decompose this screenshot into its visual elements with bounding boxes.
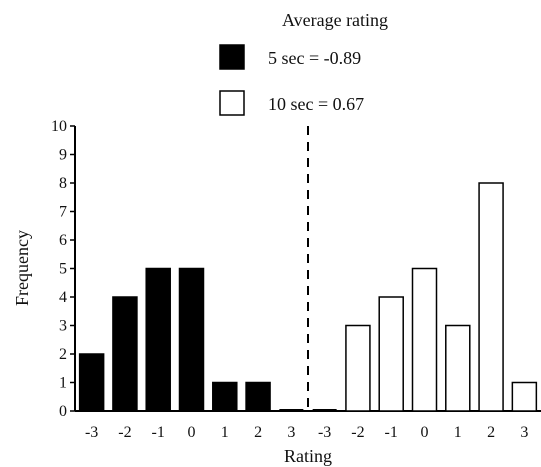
bar-5sec (178, 267, 205, 412)
x-tick-label: 3 (520, 424, 528, 441)
x-tick-label: 2 (487, 424, 495, 441)
legend-swatch-5sec (219, 44, 245, 70)
y-tick-label: 7 (59, 204, 67, 221)
bar-5sec (112, 296, 138, 412)
x-tick-label: -3 (318, 424, 331, 441)
bars (78, 182, 538, 412)
legend-swatch-10sec (219, 90, 245, 116)
x-tick-label: -2 (118, 424, 131, 441)
y-tick-label: 6 (59, 232, 67, 249)
y-tick-label: 1 (59, 375, 67, 392)
y-axis-title: Frequency (12, 230, 32, 306)
x-tick-label: -2 (351, 424, 364, 441)
x-tick-label: 3 (287, 424, 295, 441)
x-tick-label: 2 (254, 424, 262, 441)
bar-10sec (511, 381, 538, 412)
bar-5sec (245, 381, 271, 412)
x-tick-label: -3 (85, 424, 98, 441)
y-tick-label: 8 (59, 175, 67, 192)
bar-10sec (445, 324, 471, 412)
x-tick-label: 1 (454, 424, 462, 441)
y-tick-label: 5 (59, 261, 67, 278)
x-axis-title: Rating (284, 446, 332, 466)
bar-5sec (212, 381, 238, 412)
legend-item-5sec: 5 sec = -0.89 (219, 44, 361, 70)
legend-label-10sec: 10 sec = 0.67 (268, 94, 364, 114)
bar-5sec (78, 353, 105, 412)
bar-10sec (478, 182, 504, 412)
x-tick-label: -1 (152, 424, 165, 441)
y-tick-label: 0 (59, 403, 67, 420)
y-tick-label: 4 (59, 289, 67, 306)
x-tick-labels: -3 -2 -1 0 1 2 3 -3 -2 -1 0 1 2 3 (85, 424, 528, 441)
y-tick-labels: 0 1 2 3 4 5 6 7 8 9 10 (51, 118, 67, 420)
x-tick-label: 0 (188, 424, 196, 441)
legend-label-5sec: 5 sec = -0.89 (268, 48, 361, 68)
bar-10sec (345, 324, 371, 412)
x-tick-label: 1 (221, 424, 229, 441)
legend-item-10sec: 10 sec = 0.67 (219, 90, 364, 116)
x-tick-label: -1 (385, 424, 398, 441)
x-tick-label: 0 (421, 424, 429, 441)
y-tick-label: 3 (59, 318, 67, 335)
bar-10sec (411, 267, 438, 412)
bar-5sec (145, 267, 171, 412)
y-tick-label: 9 (59, 147, 67, 164)
legend-title: Average rating (282, 10, 388, 30)
y-tick-label: 10 (51, 118, 67, 135)
y-tick-label: 2 (59, 346, 67, 363)
bar-10sec (378, 296, 404, 412)
